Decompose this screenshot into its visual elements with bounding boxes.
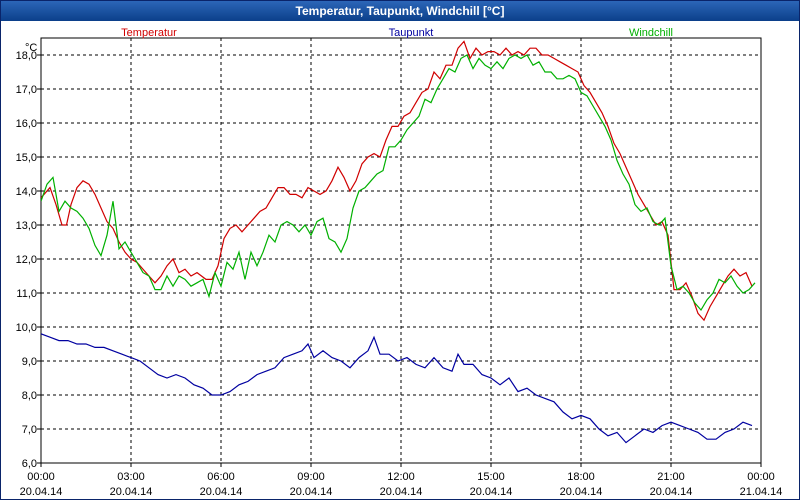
y-tick-label: 7,0 xyxy=(22,424,37,436)
series-line-taupunkt xyxy=(41,333,753,444)
x-tick-time: 15:00 xyxy=(477,471,505,483)
y-tick-label: 11,0 xyxy=(16,288,37,300)
window-title: Temperatur, Taupunkt, Windchill [°C] xyxy=(1,1,799,21)
x-tick-date: 20.04.14 xyxy=(560,486,603,498)
x-tick-date: 20.04.14 xyxy=(200,486,243,498)
x-tick-date: 20.04.14 xyxy=(380,486,423,498)
x-tick-time: 12:00 xyxy=(387,471,415,483)
y-tick-label: 13,0 xyxy=(16,220,37,232)
line-chart: 6,0 7,0 8,0 9,0 10,0 11,0 12,0 13,0 14,0 15,0 16,0… xyxy=(16,27,783,498)
legend-windchill: Windchill xyxy=(629,27,673,39)
y-tick-label: 9,0 xyxy=(22,356,37,368)
legend-taupunkt: Taupunkt xyxy=(389,27,434,39)
x-tick-date: 21.04.14 xyxy=(740,486,783,498)
x-tick-time: 03:00 xyxy=(117,471,145,483)
y-axis-unit: °C xyxy=(25,42,37,54)
x-tick-time: 09:00 xyxy=(297,471,325,483)
x-tick-time: 06:00 xyxy=(207,471,235,483)
y-tick-label: 18,0 xyxy=(16,50,37,62)
y-tick-label: 12,0 xyxy=(16,254,37,266)
series-line-temperatur xyxy=(41,40,753,322)
x-tick-date: 20.04.14 xyxy=(650,486,693,498)
y-tick-label: 8,0 xyxy=(22,390,37,402)
x-tick-date: 20.04.14 xyxy=(110,486,153,498)
series-line-windchill xyxy=(41,54,756,312)
x-tick-date: 20.04.14 xyxy=(20,486,63,498)
x-tick-time: 18:00 xyxy=(567,471,595,483)
x-tick-date: 20.04.14 xyxy=(470,486,513,498)
y-tick-label: 16,0 xyxy=(16,118,37,130)
x-tick-time: 00:00 xyxy=(747,471,775,483)
y-tick-label: 10,0 xyxy=(16,322,37,334)
y-tick-label: 17,0 xyxy=(16,84,37,96)
y-tick-label: 15,0 xyxy=(16,152,37,164)
y-tick-label: 14,0 xyxy=(16,186,37,198)
legend-temperatur: Temperatur xyxy=(121,27,177,39)
x-tick-time: 21:00 xyxy=(657,471,685,483)
y-tick-label: 6,0 xyxy=(22,458,37,470)
x-tick-time: 00:00 xyxy=(27,471,55,483)
x-tick-date: 20.04.14 xyxy=(290,486,333,498)
